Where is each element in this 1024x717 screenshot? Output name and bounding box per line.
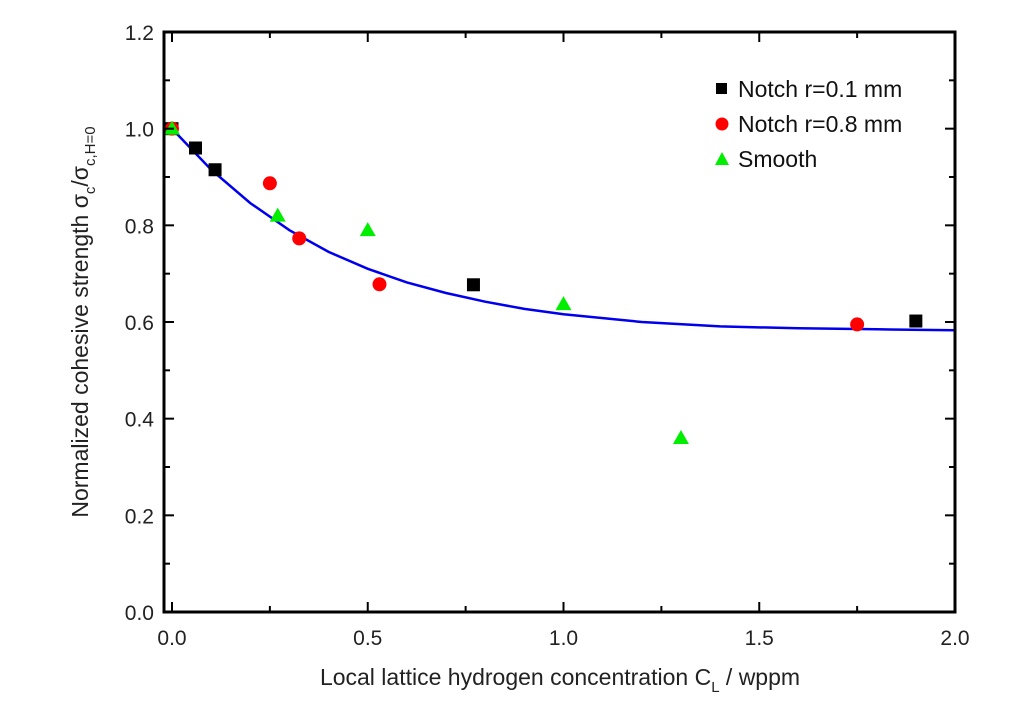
legend-marker-notch-08 xyxy=(715,117,729,131)
legend-label-notch-01: Notch r=0.1 mm xyxy=(738,76,902,102)
data-point-circle xyxy=(850,317,865,332)
x-tick-label: 0.0 xyxy=(157,627,186,650)
y-tick-label: 0.8 xyxy=(125,215,154,238)
plot-area xyxy=(164,120,956,444)
y-tick-label: 0.2 xyxy=(125,505,154,528)
data-point-triangle xyxy=(555,296,572,311)
data-point-circle xyxy=(292,231,307,246)
y-tick-label: 1.2 xyxy=(125,22,154,45)
legend-marker-notch-01 xyxy=(716,83,727,94)
x-tick-label: 1.0 xyxy=(549,627,578,650)
data-point-triangle xyxy=(269,207,286,222)
data-point-triangle xyxy=(672,430,689,444)
fit-curve xyxy=(171,127,956,332)
data-point-triangle xyxy=(359,222,376,237)
x-tick-label: 2.0 xyxy=(940,627,969,650)
x-tick-label: 1.5 xyxy=(745,627,774,650)
x-axis-title: Local lattice hydrogen concentration CL … xyxy=(320,664,800,696)
y-axis-title: Normalized cohesive strength σc/σc,H=0 xyxy=(67,126,99,517)
data-point-square xyxy=(909,314,923,328)
legend-label-smooth: Smooth xyxy=(738,146,817,172)
data-point-square xyxy=(208,163,222,177)
legend: Notch r=0.1 mm Notch r=0.8 mm Smooth xyxy=(715,76,902,172)
legend-label-notch-08: Notch r=0.8 mm xyxy=(738,111,902,137)
legend-marker-smooth xyxy=(715,152,729,165)
data-point-square xyxy=(188,141,202,155)
y-tick-label: 1.0 xyxy=(125,119,154,142)
data-point-circle xyxy=(372,277,387,292)
y-tick-label: 0.0 xyxy=(125,602,154,625)
x-tick-label: 0.5 xyxy=(353,627,382,650)
y-tick-label: 0.6 xyxy=(125,312,154,335)
y-tick-label: 0.4 xyxy=(125,409,155,432)
axis-ticks: 0.0 0.5 1.0 1.5 2.0 0.0 0.2 0.4 0.6 0.8 1.0 1.2 xyxy=(125,22,970,650)
data-point-circle xyxy=(262,176,277,191)
data-point-square xyxy=(466,278,480,292)
